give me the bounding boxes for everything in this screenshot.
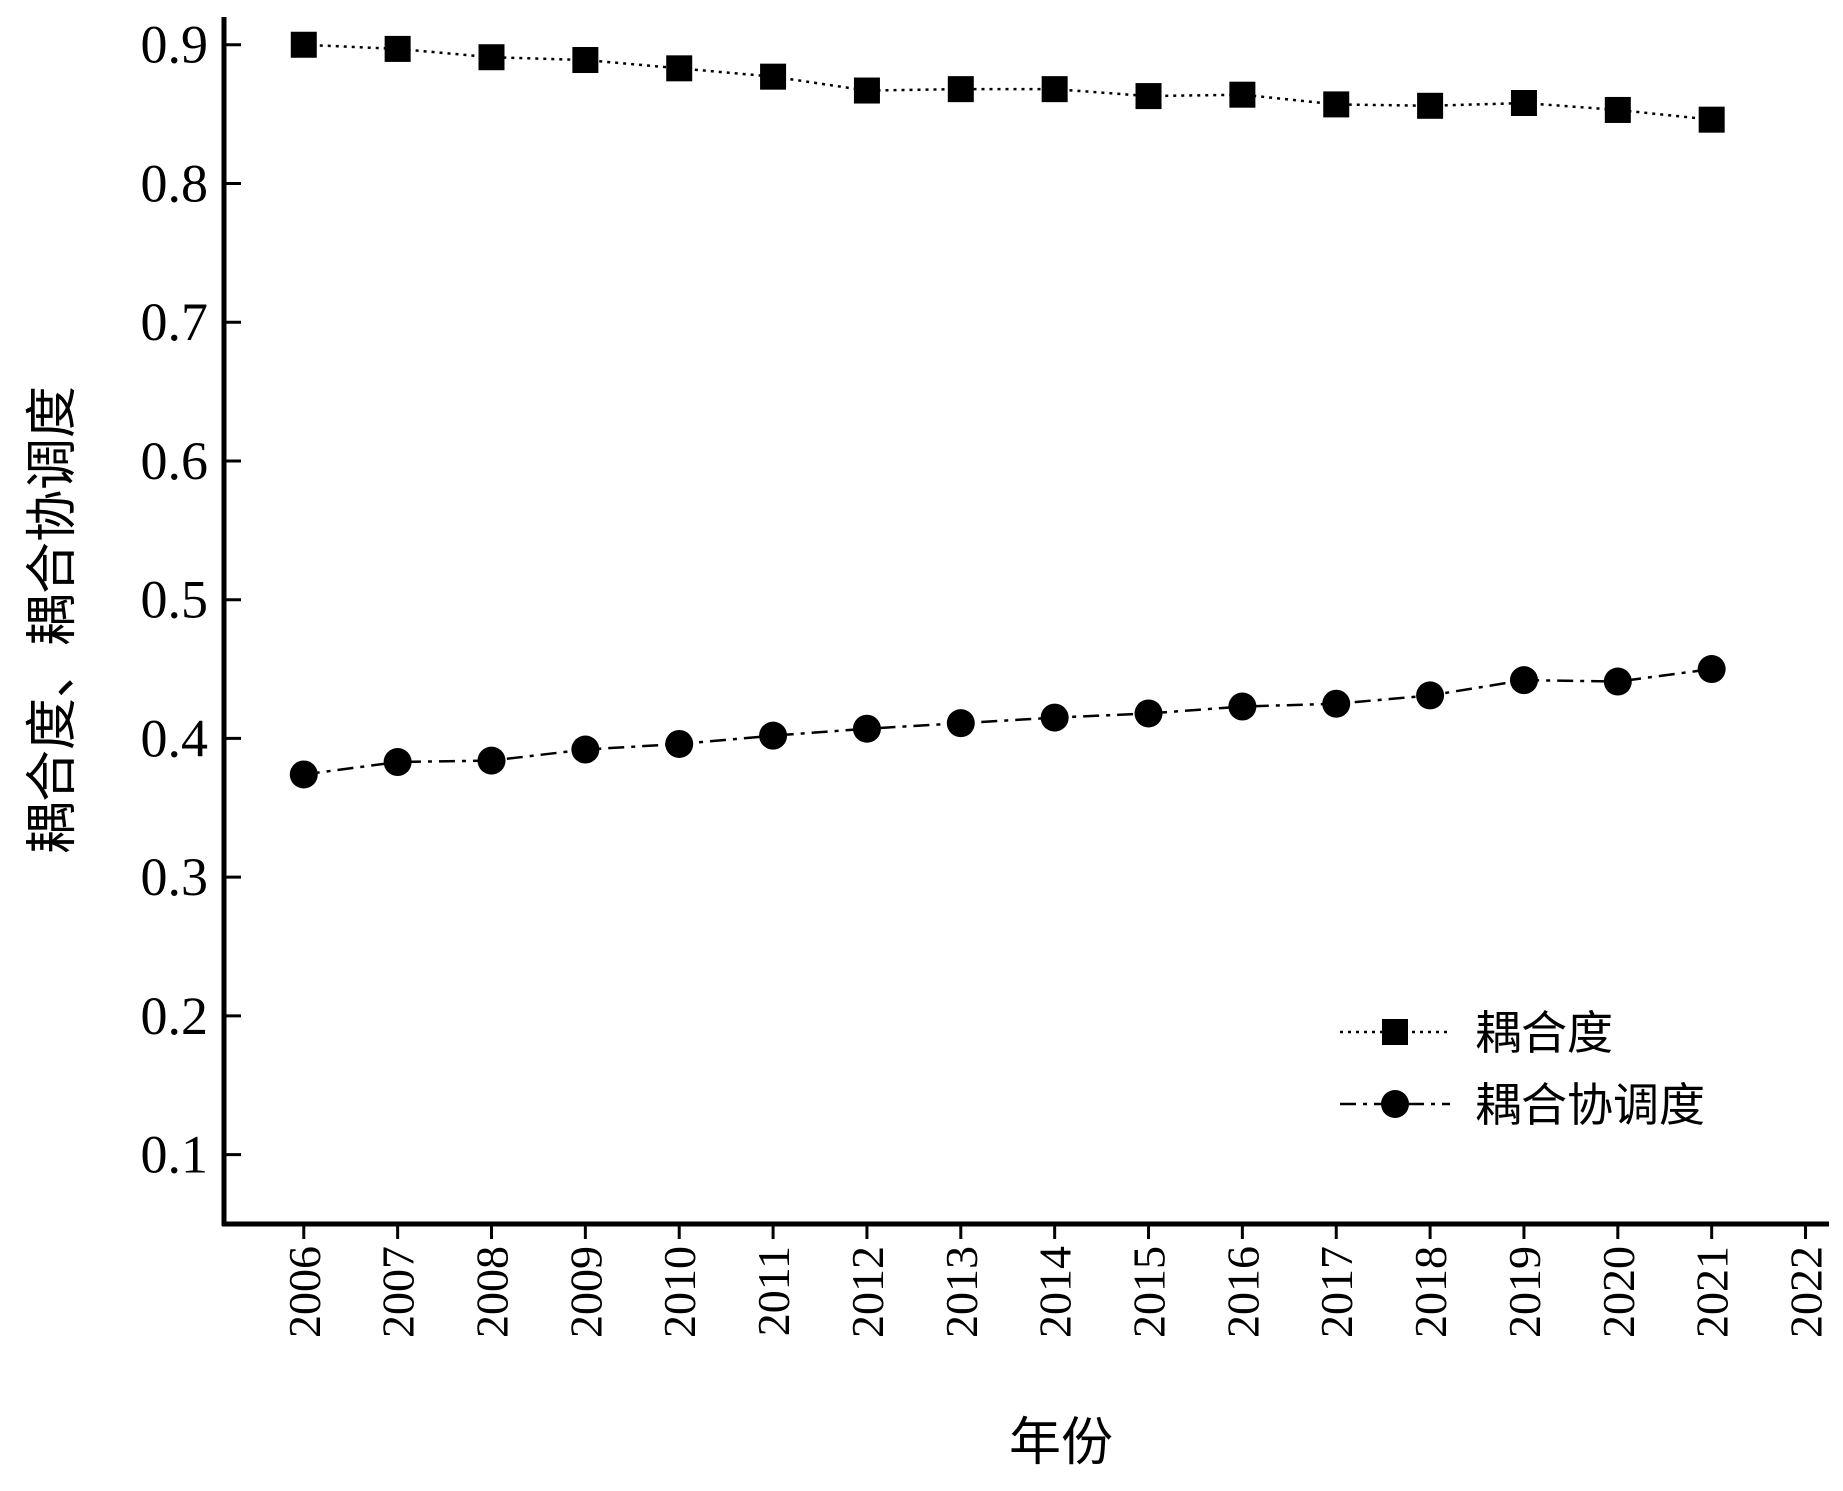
- data-point: [477, 746, 506, 775]
- data-point: [478, 44, 505, 71]
- data-point: [1135, 83, 1162, 110]
- y-tick-label: 0.9: [141, 15, 209, 75]
- data-point: [759, 721, 788, 750]
- data-point: [1416, 681, 1445, 710]
- data-point: [1041, 76, 1068, 103]
- series-line: [303, 667, 1712, 776]
- x-tick-label: 2010: [654, 1246, 705, 1338]
- data-point: [1698, 106, 1725, 133]
- data-point: [1134, 699, 1163, 728]
- y-tick-label: 0.2: [141, 986, 209, 1046]
- legend-marker: [1381, 1090, 1409, 1118]
- data-point: [946, 709, 975, 738]
- data-point: [1604, 96, 1631, 123]
- y-axis-title: 耦合度、耦合协调度: [25, 386, 82, 854]
- x-tick-label: 2006: [279, 1246, 330, 1338]
- data-point: [760, 63, 787, 90]
- data-point: [1510, 90, 1537, 117]
- data-point: [666, 55, 693, 82]
- x-tick-label: 2015: [1124, 1246, 1175, 1338]
- data-point: [1509, 666, 1538, 695]
- y-tick-label: 0.1: [141, 1125, 209, 1185]
- x-tick-label: 2007: [373, 1246, 424, 1338]
- x-tick-label: 2019: [1499, 1246, 1550, 1338]
- y-tick-label: 0.6: [141, 431, 209, 491]
- data-point: [665, 729, 694, 758]
- x-tick-label: 2020: [1593, 1246, 1644, 1338]
- data-point: [572, 47, 599, 74]
- data-point: [852, 714, 881, 743]
- x-tick-label: 2022: [1781, 1246, 1832, 1338]
- y-tick-label: 0.4: [141, 708, 209, 768]
- x-tick-label: 2016: [1217, 1246, 1268, 1338]
- data-point: [1040, 703, 1069, 732]
- y-tick-label: 0.8: [141, 153, 209, 213]
- data-point: [383, 748, 412, 777]
- x-tick-label: 2018: [1405, 1246, 1456, 1338]
- data-point: [290, 31, 317, 58]
- y-tick-label: 0.7: [141, 292, 209, 352]
- data-point: [1323, 91, 1350, 118]
- legend-label: 耦合度: [1475, 1008, 1613, 1059]
- x-tick-label: 2014: [1030, 1246, 1081, 1338]
- y-tick-label: 0.3: [141, 847, 209, 907]
- x-tick-label: 2008: [467, 1246, 518, 1338]
- x-tick-label: 2012: [842, 1246, 893, 1338]
- data-point: [1322, 689, 1351, 718]
- data-point: [1229, 81, 1256, 108]
- x-tick-label: 2013: [936, 1246, 987, 1338]
- data-point: [1228, 692, 1257, 721]
- series-line: [303, 43, 1712, 121]
- x-tick-label: 2011: [748, 1246, 799, 1336]
- data-point: [384, 35, 411, 62]
- data-point: [289, 760, 318, 789]
- data-point: [947, 76, 974, 103]
- data-point: [853, 77, 880, 104]
- x-axis-title: 年份: [1009, 1415, 1113, 1472]
- legend-label: 耦合协调度: [1475, 1080, 1705, 1131]
- x-tick-label: 2017: [1311, 1246, 1362, 1338]
- data-point: [1417, 92, 1444, 119]
- x-tick-label: 2009: [560, 1246, 611, 1338]
- data-point: [571, 735, 600, 764]
- legend-marker: [1382, 1019, 1408, 1045]
- y-tick-label: 0.5: [141, 570, 209, 630]
- data-point: [1603, 667, 1632, 696]
- data-point: [1697, 655, 1726, 684]
- x-tick-label: 2021: [1687, 1246, 1738, 1338]
